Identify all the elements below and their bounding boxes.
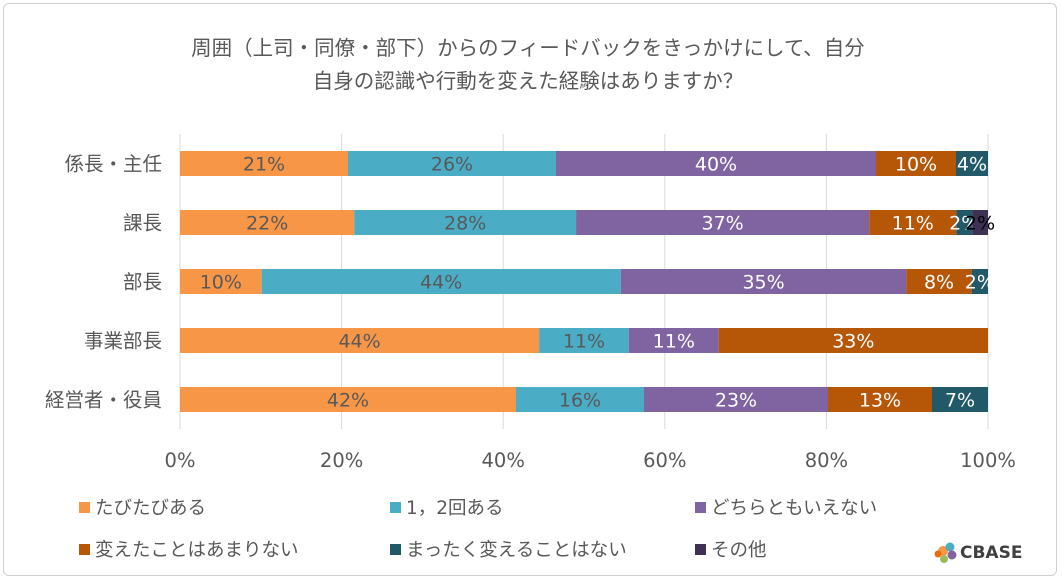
category-label: 経営者・役員 xyxy=(45,389,162,412)
data-label: 2% xyxy=(949,213,979,235)
bar-segment xyxy=(971,269,988,294)
data-label: 10% xyxy=(200,272,242,294)
bar-segment xyxy=(556,151,876,176)
brand-name: CBASE xyxy=(960,543,1022,563)
data-label: 21% xyxy=(243,154,285,176)
bars: 21% 26% 40% 10% 4%22% 28% 37% 11% 2%2%10% 44% 35% 8… xyxy=(180,151,995,412)
bar-segment xyxy=(516,387,644,412)
bar-segment xyxy=(869,210,957,235)
data-label: 22% xyxy=(246,213,288,235)
data-label: 4% xyxy=(957,154,987,176)
value-axis: 0% 20% 40% 60% 80% 100% xyxy=(165,449,1016,472)
data-label: 16% xyxy=(559,390,601,412)
legend-swatch xyxy=(695,544,706,555)
chart-title: 周囲（上司・同僚・部下）からのフィードバックをきっかけにして、自分 自身の認識や… xyxy=(191,36,865,93)
legend-swatch xyxy=(79,544,90,555)
data-label: 33% xyxy=(832,331,874,353)
data-label: 37% xyxy=(702,213,744,235)
x-tick-label: 20% xyxy=(320,449,363,472)
data-label: 10% xyxy=(895,154,937,176)
bar-segment xyxy=(620,269,907,294)
data-label: 23% xyxy=(715,390,757,412)
bar-segment xyxy=(906,269,972,294)
data-label: 2% xyxy=(965,213,995,235)
bar-segment xyxy=(348,151,556,176)
data-label: 42% xyxy=(327,390,369,412)
legend-label: どちらともいえない xyxy=(711,498,877,519)
bar-segment xyxy=(576,210,870,235)
chart-title-line-1: 周囲（上司・同僚・部下）からのフィードバックをきっかけにして、自分 xyxy=(191,36,865,60)
cbase-logo-icon xyxy=(934,542,957,563)
x-tick-label: 0% xyxy=(165,449,196,472)
data-label: 40% xyxy=(695,154,737,176)
data-label: 8% xyxy=(924,272,954,294)
data-label: 11% xyxy=(892,213,934,235)
category-label: 部長 xyxy=(123,271,162,294)
bar-segment xyxy=(644,387,828,412)
legend-swatch xyxy=(695,502,706,513)
chart: 周囲（上司・同僚・部下）からのフィードバックをきっかけにして、自分 自身の認識や… xyxy=(45,36,1022,563)
legend-label: まったく変えることはない xyxy=(406,540,627,561)
legend-label: 1，2回ある xyxy=(406,498,504,519)
x-tick-label: 60% xyxy=(643,449,686,472)
data-label: 28% xyxy=(444,213,486,235)
legend-label: たびたびある xyxy=(95,498,206,519)
data-label: 13% xyxy=(859,390,901,412)
bar-segment xyxy=(354,210,577,235)
bar-segment xyxy=(718,328,988,353)
bar-segment xyxy=(628,328,719,353)
legend-label: 変えたことはあまりない xyxy=(95,540,299,561)
bar-segment xyxy=(180,387,516,412)
category-label: 課長 xyxy=(123,212,162,235)
bar-segment xyxy=(180,210,355,235)
legend-swatch xyxy=(390,544,401,555)
data-label: 7% xyxy=(945,390,975,412)
x-tick-label: 100% xyxy=(960,449,1016,472)
legend-swatch xyxy=(79,502,90,513)
chart-frame: 周囲（上司・同僚・部下）からのフィードバックをきっかけにして、自分 自身の認識や… xyxy=(3,3,1057,576)
chart-title-line-2: 自身の認識や行動を変えた経験はありますか？ xyxy=(313,69,744,93)
bar-segment xyxy=(956,151,988,176)
bar-segment xyxy=(956,210,973,235)
legend-label: その他 xyxy=(711,540,767,561)
bar-segment xyxy=(972,210,988,235)
bar-segment xyxy=(932,387,988,412)
x-tick-label: 40% xyxy=(482,449,525,472)
bar-segment xyxy=(828,387,932,412)
bar-segment xyxy=(539,328,629,353)
bar-segment xyxy=(180,269,262,294)
category-label: 事業部長 xyxy=(84,330,162,353)
bar-segment xyxy=(180,328,540,353)
data-label: 44% xyxy=(420,272,462,294)
legend-swatch xyxy=(390,502,401,513)
data-label: 44% xyxy=(338,331,380,353)
bar-segment xyxy=(261,269,621,294)
data-label: 11% xyxy=(653,331,695,353)
bar-segment xyxy=(180,151,348,176)
bar-segment xyxy=(876,151,956,176)
x-tick-label: 80% xyxy=(805,449,848,472)
data-label: 35% xyxy=(742,272,784,294)
category-label: 係長・主任 xyxy=(64,153,162,176)
data-label: 26% xyxy=(431,154,473,176)
data-label: 2% xyxy=(965,272,995,294)
brand-logo: CBASE xyxy=(934,542,1022,563)
data-label: 11% xyxy=(563,331,605,353)
